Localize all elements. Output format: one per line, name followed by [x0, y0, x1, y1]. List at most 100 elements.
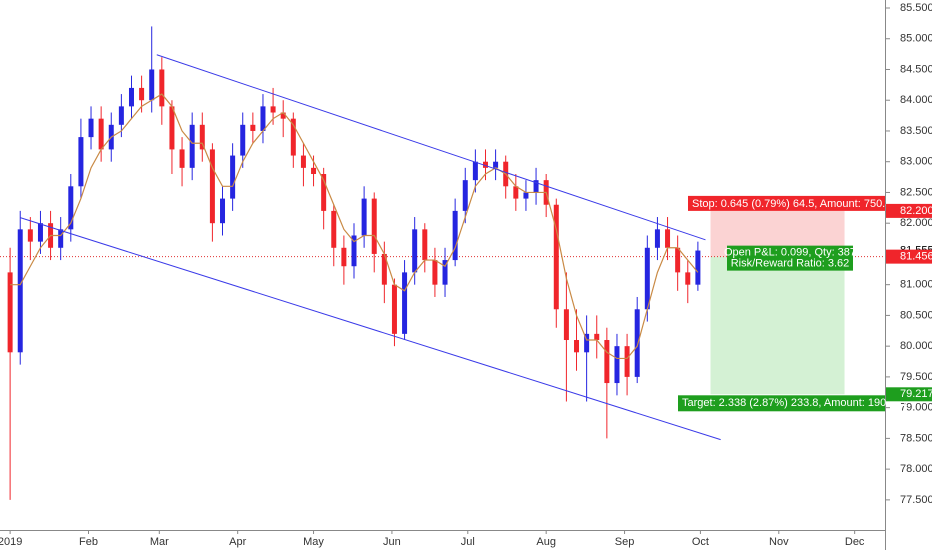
candle-body [300, 155, 306, 168]
x-tick-label: 2019 [0, 536, 22, 548]
candle-body [361, 198, 367, 236]
candle-body [685, 272, 691, 285]
y-tick-label: 82.000 [900, 217, 932, 229]
candle-body [199, 124, 205, 150]
y-tick-label: 80.000 [900, 340, 932, 352]
y-tick-label: 80.500 [900, 309, 932, 321]
stop-label: Stop: 0.645 (0.79%) 64.5, Amount: 750.39 [692, 198, 897, 210]
x-tick-label: Jul [461, 536, 475, 548]
target-price-badge: 79.217 [900, 388, 932, 400]
candle-body [675, 247, 681, 273]
candle-body [442, 260, 448, 285]
y-tick-label: 78.500 [900, 432, 932, 444]
y-tick-label: 83.500 [900, 125, 932, 137]
stop-label-box [688, 195, 885, 211]
candle-body [179, 149, 185, 168]
candle-body [209, 149, 215, 224]
x-tick-label: Apr [229, 536, 246, 548]
candle-body [695, 250, 701, 285]
stop-price-badge-box [886, 203, 932, 218]
candle-body [7, 272, 13, 353]
y-tick-label: 78.000 [900, 463, 932, 475]
y-tick-label: 83.000 [900, 156, 932, 168]
candle-body [260, 106, 266, 131]
candle-body [493, 161, 499, 168]
entry-price-badge-box [886, 249, 932, 264]
pnl-label: Open P&L: 0.099, Qty: 387 [724, 247, 856, 259]
candle-body [654, 229, 660, 248]
target-label-box [678, 395, 885, 412]
y-tick-label: 84.000 [900, 94, 932, 106]
candle-body [604, 340, 610, 384]
stop-price-badge: 82.200 [900, 205, 932, 217]
candle-body [624, 346, 630, 377]
candle-body [240, 124, 246, 156]
candle-body [391, 284, 397, 334]
candle-body [402, 272, 408, 334]
candle-body [118, 106, 124, 125]
candle-body [68, 186, 74, 230]
y-tick-label: 85.000 [900, 33, 932, 45]
x-tick-label: Feb [79, 536, 98, 548]
target-label: Target: 2.338 (2.87%) 233.8, Amount: 190… [682, 397, 908, 409]
candle-body [523, 192, 529, 199]
x-tick-label: May [303, 536, 324, 548]
x-tick-label: Oct [692, 536, 709, 548]
candle-body [472, 161, 478, 181]
target-zone [710, 256, 845, 395]
candle-body [634, 309, 640, 377]
candle-body [553, 204, 559, 310]
candle-body [381, 253, 387, 285]
candle-body [149, 69, 155, 101]
x-tick-label: Mar [150, 536, 169, 548]
candle-body [169, 106, 175, 150]
candle-body [331, 210, 337, 248]
y-tick-label: 85.500 [900, 2, 932, 14]
candle-body [412, 229, 418, 273]
candle-body [58, 229, 64, 248]
candle-body [462, 180, 468, 211]
rr-label: Risk/Reward Ratio: 3.62 [731, 258, 850, 270]
candle-body [341, 247, 347, 267]
x-tick-label: Dec [845, 536, 865, 548]
candle-body [17, 229, 23, 353]
y-tick-label: 79.000 [900, 402, 932, 414]
channel-line [156, 54, 706, 241]
channel-line [20, 217, 721, 441]
candle-body [98, 118, 104, 150]
entry-price-badge: 81.456 [900, 251, 932, 263]
candle-body [311, 167, 317, 175]
candle-body [189, 124, 195, 168]
x-tick-label: Aug [536, 536, 556, 548]
candle-body [88, 118, 94, 138]
moving-average [10, 93, 699, 360]
candle-body [563, 309, 569, 341]
candle-body [614, 346, 620, 384]
candle-body [280, 112, 286, 119]
candle-body [422, 229, 428, 261]
candle-body [644, 247, 650, 310]
candle-body [513, 186, 519, 199]
y-tick-label: 79.500 [900, 371, 932, 383]
candle-body [159, 69, 165, 107]
y-tick-label: 82.500 [900, 186, 932, 198]
candle-body [37, 223, 43, 242]
y-tick-label: 81.000 [900, 279, 932, 291]
pnl-label-box [727, 245, 853, 271]
candle-body [270, 106, 276, 113]
candle-body [321, 174, 327, 211]
candle-body [574, 340, 580, 353]
candle-body [290, 118, 296, 156]
candle-body [128, 87, 134, 107]
target-price-badge-box [886, 387, 932, 402]
candle-body [27, 229, 33, 242]
x-tick-label: Sep [615, 536, 635, 548]
candle-body [139, 87, 145, 101]
candle-body [665, 229, 671, 248]
x-tick-label: Jun [383, 536, 401, 548]
candle-body [371, 198, 377, 254]
candle-body [594, 333, 600, 341]
candle-body [584, 333, 590, 353]
